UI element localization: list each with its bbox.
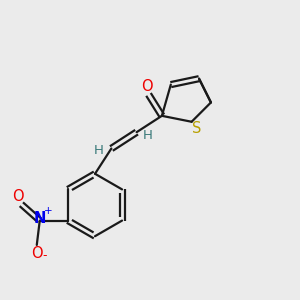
Text: -: - xyxy=(43,249,47,262)
Text: H: H xyxy=(94,143,104,157)
Text: O: O xyxy=(12,189,24,204)
Text: N: N xyxy=(34,211,46,226)
Text: S: S xyxy=(192,121,202,136)
Text: O: O xyxy=(141,79,153,94)
Text: O: O xyxy=(31,246,43,261)
Text: +: + xyxy=(44,206,52,216)
Text: H: H xyxy=(143,129,153,142)
